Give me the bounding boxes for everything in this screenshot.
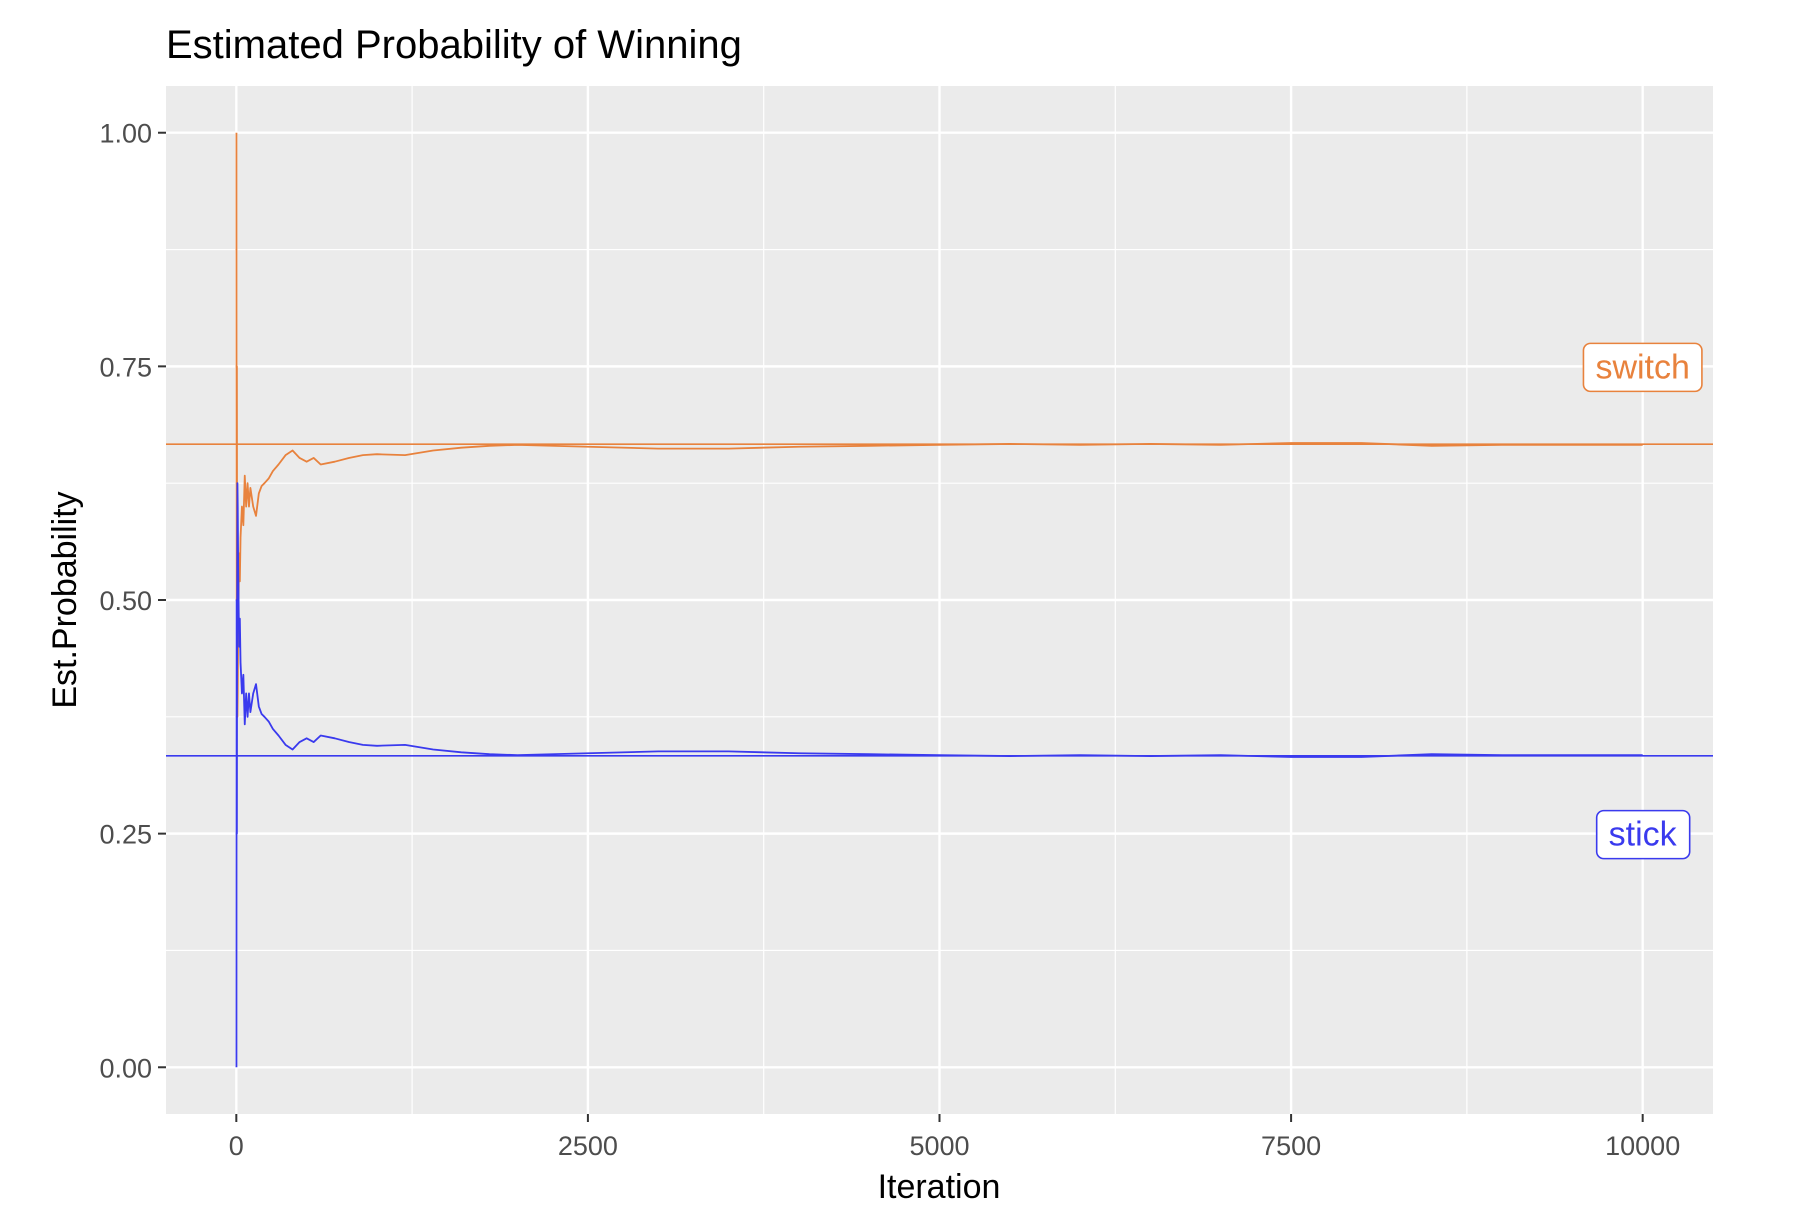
x-tick-label: 7500	[1261, 1131, 1321, 1161]
x-tick-label: 5000	[909, 1131, 969, 1161]
x-tick-label: 0	[229, 1131, 244, 1161]
y-tick-label: 0.25	[99, 820, 152, 850]
y-tick-label: 1.00	[99, 119, 152, 149]
y-tick-label: 0.50	[99, 586, 152, 616]
annotation-switch: switch	[1582, 342, 1703, 393]
chart-title: Estimated Probability of Winning	[166, 23, 742, 67]
annotations: switch stick	[1582, 342, 1703, 860]
y-tick-label: 0.75	[99, 352, 152, 382]
series-lines	[235, 132, 1643, 1068]
x-axis: 0 2500 5000 7500 10000	[229, 1114, 1680, 1161]
annotation-stick: stick	[1595, 809, 1691, 860]
x-tick-label: 10000	[1605, 1131, 1680, 1161]
y-tick-label: 0.00	[99, 1053, 152, 1083]
series-line-stick	[235, 482, 1643, 1068]
annotation-label: switch	[1595, 348, 1689, 386]
y-axis-title: Est.Probability	[46, 491, 84, 708]
x-axis-title: Iteration	[878, 1168, 1001, 1206]
y-axis: 0.00 0.25 0.50 0.75 1.00	[99, 119, 166, 1083]
annotation-label: stick	[1609, 816, 1678, 854]
annotation-box	[1595, 809, 1691, 860]
annotation-box	[1582, 342, 1703, 393]
x-tick-label: 2500	[558, 1131, 618, 1161]
